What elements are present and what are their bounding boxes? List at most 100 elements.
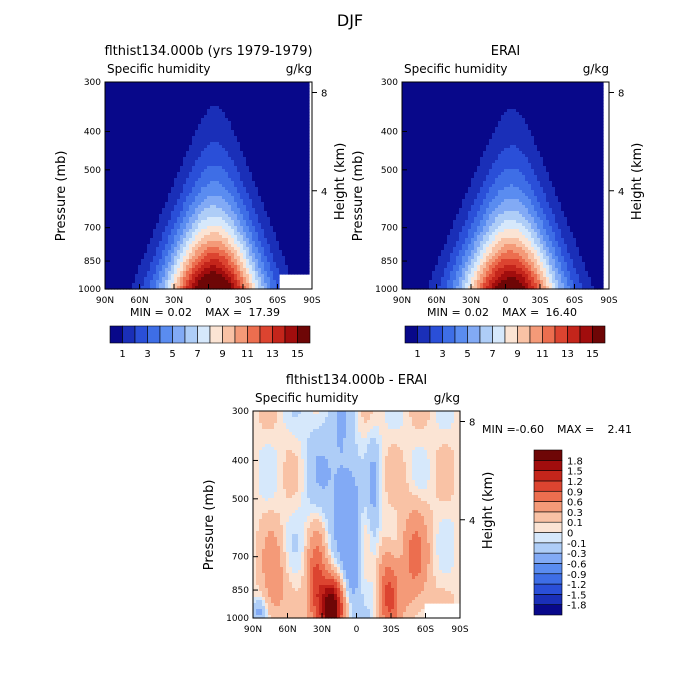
contour-cell: [123, 97, 127, 101]
contour-cell: [246, 160, 250, 164]
contour-cell: [231, 172, 235, 176]
contour-cell: [234, 109, 238, 113]
contour-cell: [108, 85, 112, 89]
contour-cell: [297, 85, 301, 89]
contour-cell: [174, 112, 178, 116]
contour-cell: [261, 154, 265, 158]
contour-cell: [150, 184, 154, 188]
contour-cell: [171, 103, 175, 107]
contour-cell: [297, 163, 301, 167]
contour-cell: [132, 184, 136, 188]
contour-cell: [153, 97, 157, 101]
contour-cell: [231, 178, 235, 182]
contour-cell: [228, 127, 232, 131]
contour-cell: [231, 85, 235, 89]
panels: flthist134.000b (yrs 1979-1979)Specific …: [54, 44, 645, 635]
contour-cell: [219, 184, 223, 188]
contour-cell: [276, 160, 280, 164]
contour-cell: [213, 118, 217, 122]
contour-cell: [186, 169, 190, 173]
contour-cell: [147, 130, 151, 134]
contour-cell: [111, 175, 115, 179]
contour-cell: [162, 97, 166, 101]
contour-cell: [273, 175, 277, 179]
contour-cell: [183, 136, 187, 140]
contour-cell: [219, 94, 223, 98]
contour-cell: [171, 133, 175, 137]
contour-cell: [216, 163, 220, 167]
contour-cell: [147, 97, 151, 101]
contour-cell: [306, 94, 310, 98]
contour-cell: [216, 103, 220, 107]
contour-cell: [186, 82, 190, 86]
contour-cell: [174, 88, 178, 92]
contour-cell: [261, 157, 265, 161]
contour-cell: [147, 133, 151, 137]
contour-cell: [141, 82, 145, 86]
contour-cell: [246, 91, 250, 95]
contour-cell: [306, 184, 310, 188]
contour-cell: [123, 139, 127, 143]
contour-cell: [261, 142, 265, 146]
contour-cell: [240, 163, 244, 167]
contour-cell: [165, 160, 169, 164]
contour-cell: [138, 196, 142, 200]
contour-cell: [264, 136, 268, 140]
contour-cell: [201, 151, 205, 155]
contour-cell: [105, 91, 109, 95]
contour-cell: [135, 106, 139, 110]
contour-cell: [291, 133, 295, 137]
contour-cell: [114, 175, 118, 179]
contour-cell: [261, 169, 265, 173]
contour-cell: [114, 103, 118, 107]
contour-cell: [153, 109, 157, 113]
contour-cell: [237, 91, 241, 95]
contour-cell: [237, 85, 241, 89]
contour-cell: [144, 97, 148, 101]
contour-cell: [180, 124, 184, 128]
contour-cell: [126, 148, 130, 152]
contour-cell: [201, 145, 205, 149]
contour-cell: [189, 148, 193, 152]
contour-cell: [171, 112, 175, 116]
contour-cell: [228, 94, 232, 98]
contour-cell: [144, 148, 148, 152]
contour-cell: [216, 148, 220, 152]
contour-cell: [120, 166, 124, 170]
contour-cell: [261, 160, 265, 164]
contour-cell: [255, 124, 259, 128]
y-tick-label: 1000: [78, 285, 101, 295]
contour-cell: [261, 97, 265, 101]
contour-cell: [153, 148, 157, 152]
contour-cell: [150, 157, 154, 161]
contour-cell: [267, 163, 271, 167]
contour-cell: [120, 130, 124, 134]
contour-cell: [156, 121, 160, 125]
contour-cell: [225, 97, 229, 101]
contour-cell: [114, 172, 118, 176]
contour-cell: [162, 142, 166, 146]
contour-cell: [306, 166, 310, 170]
contour-cell: [201, 100, 205, 104]
contour-cell: [267, 184, 271, 188]
contour-cell: [282, 172, 286, 176]
contour-cell: [297, 151, 301, 155]
contour-cell: [300, 100, 304, 104]
contour-cell: [180, 172, 184, 176]
contour-cell: [168, 130, 172, 134]
contour-cell: [132, 175, 136, 179]
contour-cell: [114, 190, 118, 194]
contour-cell: [294, 184, 298, 188]
contour-cell: [153, 163, 157, 167]
contour-cell: [165, 103, 169, 107]
contour-cell: [108, 157, 112, 161]
contour-cell: [180, 121, 184, 125]
contour-cell: [126, 106, 130, 110]
contour-cell: [147, 169, 151, 173]
contour-cell: [246, 157, 250, 161]
contour-cell: [294, 190, 298, 194]
contour-cell: [300, 163, 304, 167]
contour-cell: [111, 196, 115, 200]
contour-cell: [114, 82, 118, 86]
contour-cell: [237, 154, 241, 158]
